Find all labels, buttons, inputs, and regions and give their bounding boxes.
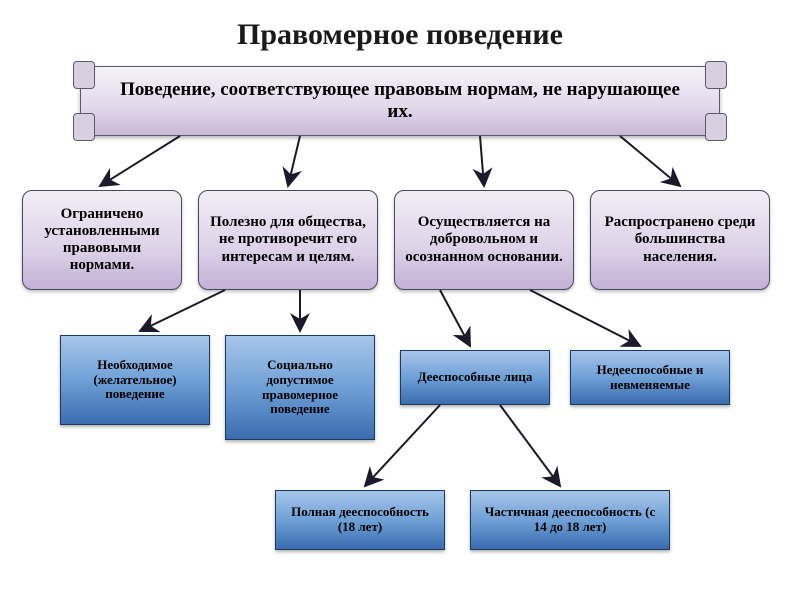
category-box-capable: Дееспособные лица (400, 350, 550, 405)
category-text: Дееспособные лица (418, 370, 533, 385)
feature-text: Осуществляется на добровольном и осознан… (403, 214, 565, 266)
scroll-cap-icon (705, 61, 727, 89)
edge (288, 136, 300, 186)
category-text: Социально допустимое правомерное поведен… (234, 358, 366, 418)
feature-box-limits: Ограничено установленными правовыми норм… (22, 190, 182, 290)
capacity-text: Полная дееспособность (18 лет) (284, 505, 436, 535)
capacity-text: Частичная дееспособность (с 14 до 18 лет… (479, 505, 661, 535)
edge (100, 136, 180, 186)
capacity-box-full: Полная дееспособность (18 лет) (275, 490, 445, 550)
category-text: Недееспособные и невменяемые (579, 363, 721, 393)
category-box-incapable: Недееспособные и невменяемые (570, 350, 730, 405)
edge (530, 290, 640, 346)
page-title: Правомерное поведение (0, 0, 800, 62)
capacity-box-partial: Частичная дееспособность (с 14 до 18 лет… (470, 490, 670, 550)
feature-box-voluntary: Осуществляется на добровольном и осознан… (394, 190, 574, 290)
scroll-cap-icon (73, 61, 95, 89)
scroll-cap-icon (705, 113, 727, 141)
scroll-cap-icon (73, 113, 95, 141)
title-text: Правомерное поведение (237, 18, 563, 51)
feature-box-spread: Распространено среди большинства населен… (590, 190, 770, 290)
edge (365, 405, 440, 486)
edge (620, 136, 680, 186)
definition-text: Поведение, соответствующее правовым норм… (81, 79, 719, 123)
edge (500, 405, 560, 486)
definition-box: Поведение, соответствующее правовым норм… (80, 66, 720, 136)
feature-box-useful: Полезно для общества, не противоречит ег… (198, 190, 378, 290)
feature-text: Полезно для общества, не противоречит ег… (207, 214, 369, 266)
feature-text: Распространено среди большинства населен… (599, 214, 761, 266)
feature-text: Ограничено установленными правовыми норм… (31, 206, 173, 275)
edge (140, 290, 225, 331)
category-text: Необходимое (желательное) поведение (69, 358, 201, 403)
edge (480, 136, 484, 186)
category-box-social: Социально допустимое правомерное поведен… (225, 335, 375, 440)
edge (440, 290, 470, 346)
category-box-necessary: Необходимое (желательное) поведение (60, 335, 210, 425)
